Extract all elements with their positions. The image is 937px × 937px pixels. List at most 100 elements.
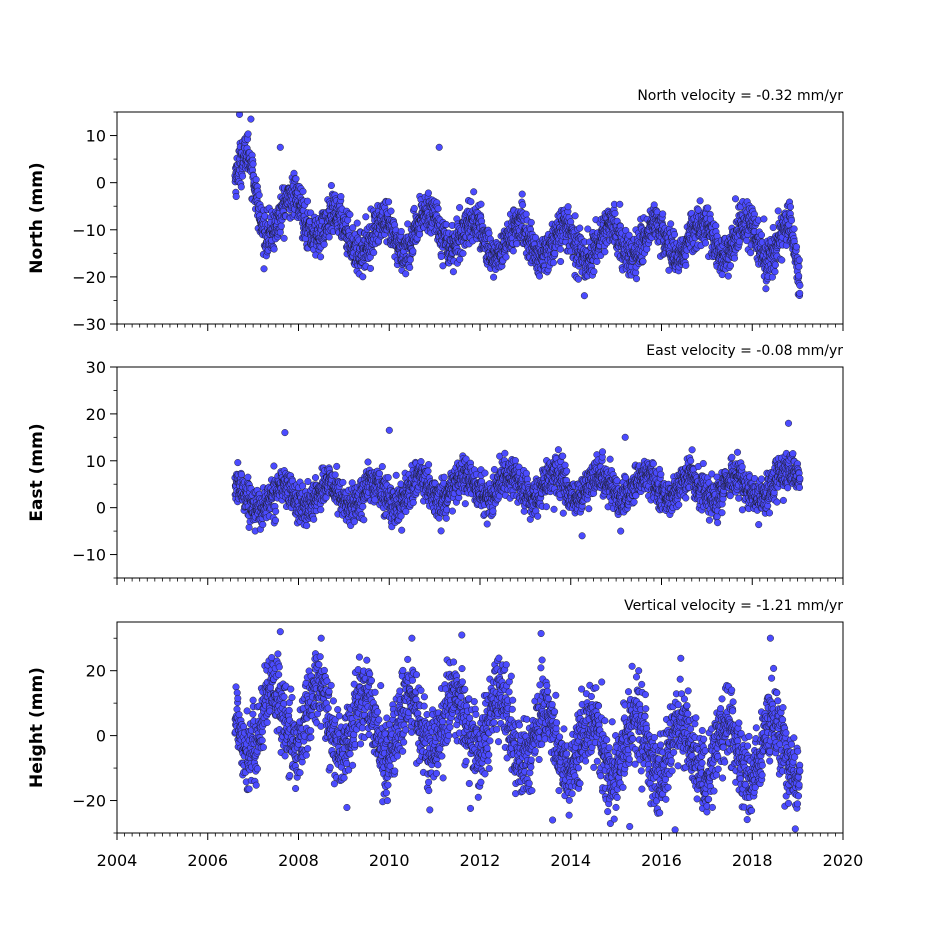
data-point	[571, 212, 579, 220]
data-point	[271, 516, 280, 524]
data-points	[231, 112, 804, 300]
data-point	[667, 220, 675, 228]
data-point	[440, 473, 448, 481]
data-point	[333, 462, 341, 470]
data-point	[659, 210, 667, 218]
data-point	[771, 261, 779, 269]
data-point	[270, 245, 278, 253]
data-point	[261, 212, 269, 220]
data-point	[406, 263, 414, 272]
data-point	[260, 265, 268, 273]
data-point	[554, 446, 562, 454]
data-point	[362, 213, 370, 221]
data-point	[366, 264, 375, 272]
data-point	[353, 219, 361, 227]
data-point	[252, 176, 260, 184]
data-point	[350, 518, 358, 526]
data-point	[513, 240, 521, 248]
data-point	[501, 449, 509, 457]
data-point	[364, 458, 372, 466]
data-point	[459, 249, 467, 257]
data-point	[249, 160, 257, 168]
data-point	[327, 181, 335, 190]
data-point	[339, 478, 347, 486]
data-point	[556, 245, 564, 253]
data-point	[795, 263, 803, 271]
data-point	[370, 249, 378, 257]
data-point	[531, 234, 540, 242]
data-point	[375, 470, 384, 478]
data-point	[270, 462, 278, 470]
data-point	[567, 218, 575, 226]
data-point	[277, 222, 285, 230]
data-point	[406, 256, 414, 264]
data-point	[232, 192, 240, 201]
data-point	[559, 452, 567, 460]
data-point	[639, 257, 647, 265]
data-point	[292, 175, 300, 183]
data-point	[317, 506, 325, 514]
data-point	[456, 204, 464, 212]
data-point	[522, 469, 530, 477]
data-point	[378, 463, 386, 471]
data-point	[259, 521, 267, 529]
data-point	[774, 207, 782, 215]
outlier-point	[247, 115, 255, 123]
data-points	[231, 419, 804, 540]
data-point	[485, 229, 493, 237]
data-point	[613, 477, 621, 485]
data-point	[527, 218, 535, 227]
data-point	[461, 500, 469, 508]
data-point	[371, 496, 379, 504]
data-point	[564, 203, 572, 211]
data-point	[502, 253, 510, 261]
data-point	[731, 195, 740, 203]
data-point	[712, 222, 720, 230]
data-point	[769, 223, 777, 232]
data-point	[786, 203, 795, 211]
data-point	[551, 250, 559, 258]
outlier-point	[276, 143, 284, 151]
data-point	[522, 210, 530, 218]
data-point	[561, 461, 569, 469]
data-point	[483, 520, 491, 528]
data-point	[392, 471, 400, 479]
data-point	[795, 256, 803, 264]
data-point	[317, 253, 325, 261]
data-point	[244, 130, 252, 138]
data-point	[795, 272, 803, 280]
data-point	[434, 205, 442, 213]
y-tick-label: −20	[72, 268, 106, 287]
data-point	[534, 512, 542, 520]
data-point	[385, 198, 393, 206]
data-point	[489, 507, 497, 515]
data-point	[630, 498, 638, 506]
data-point	[437, 252, 445, 261]
data-point	[519, 201, 527, 209]
outlier-point	[435, 143, 443, 151]
data-point	[311, 474, 320, 482]
data-point	[425, 461, 433, 469]
data-point	[397, 227, 405, 236]
data-point	[622, 226, 630, 234]
data-point	[237, 183, 245, 191]
data-point	[670, 230, 679, 239]
data-point	[439, 262, 447, 270]
data-point	[735, 238, 743, 246]
data-point	[796, 281, 804, 289]
data-point	[696, 197, 704, 205]
data-point	[787, 216, 796, 224]
data-point	[237, 470, 246, 479]
data-point	[470, 188, 478, 196]
y-tick-label: 10	[86, 127, 106, 146]
data-point	[574, 275, 582, 283]
outlier-point	[580, 292, 588, 300]
data-point	[442, 220, 450, 229]
data-point	[310, 515, 318, 523]
data-point	[456, 255, 464, 263]
data-point	[280, 234, 288, 242]
data-point	[559, 509, 567, 517]
data-point	[632, 275, 641, 283]
